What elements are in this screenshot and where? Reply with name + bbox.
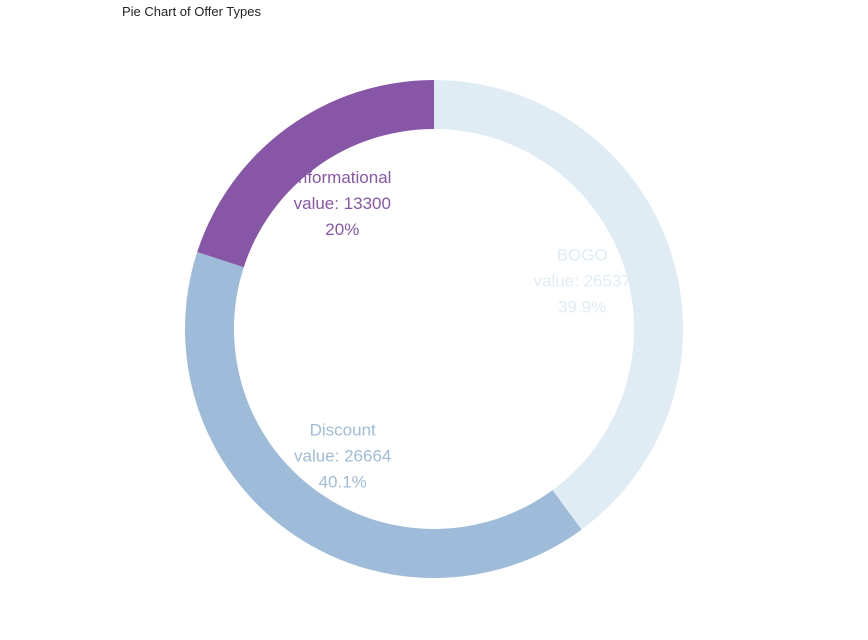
slice-percent: 40.1% bbox=[319, 473, 367, 492]
slice-percent: 20% bbox=[325, 220, 359, 239]
slice-name: Informational bbox=[293, 168, 391, 187]
slice-value: value: 26664 bbox=[294, 447, 391, 466]
slice-name: BOGO bbox=[557, 245, 608, 264]
slice-label-informational: Informational value: 13300 20% bbox=[293, 168, 391, 239]
slice-value: value: 13300 bbox=[294, 194, 391, 213]
slice-percent: 39.9% bbox=[558, 297, 606, 316]
slice-bogo bbox=[434, 80, 683, 530]
donut-slices bbox=[185, 80, 683, 578]
slice-label-discount: Discount value: 26664 40.1% bbox=[294, 421, 391, 492]
slice-value: value: 26537 bbox=[534, 271, 631, 290]
chart-title: Pie Chart of Offer Types bbox=[122, 4, 261, 19]
slice-name: Discount bbox=[310, 421, 376, 440]
slice-label-bogo: BOGO value: 26537 39.9% bbox=[534, 245, 631, 316]
slice-discount bbox=[185, 252, 582, 578]
slice-labels: BOGO value: 26537 39.9% Discount value: 2666… bbox=[293, 168, 631, 492]
slice-informational bbox=[197, 80, 434, 268]
